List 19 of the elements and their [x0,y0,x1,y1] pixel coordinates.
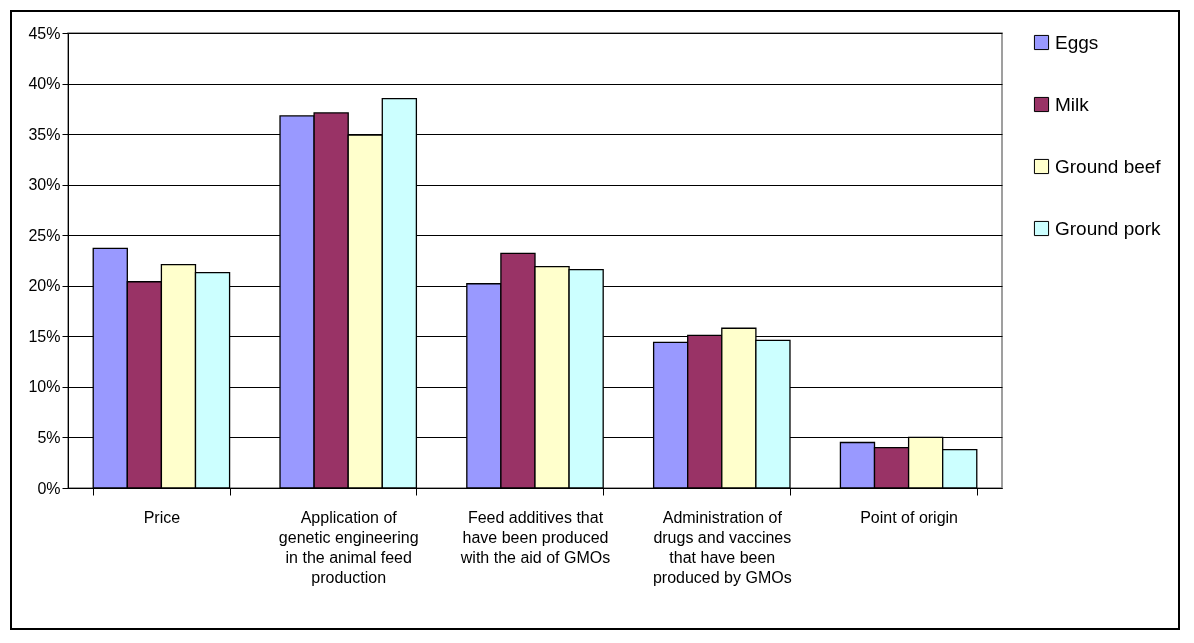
y-tick-label: 45% [28,24,61,42]
y-tick-label: 30% [28,176,61,194]
y-tick-label: 35% [28,125,61,143]
legend-label: Eggs [1055,31,1099,53]
legend-label: Ground beef [1055,155,1162,177]
x-tick-label: Application of genetic engineering in the animal feed production [278,508,419,586]
y-tick-label: 15% [28,327,61,345]
x-tick-label: Price [143,508,181,526]
legend-label: Milk [1055,93,1090,115]
y-tick-label: 20% [28,277,61,295]
y-tick-label: 25% [28,226,61,244]
x-tick-label: Point of origin [860,508,959,526]
y-tick-label: 0% [37,479,61,497]
y-tick-label: 10% [28,378,61,396]
x-tick-label: Feed additives that have been produced with the aid of GMOs [459,508,611,566]
y-tick-label: 5% [37,428,61,446]
legend-label: Ground pork [1055,217,1162,239]
x-tick-label: Administration of drugs and vaccines that have been produced by GMOs [652,508,792,586]
y-tick-label: 40% [28,75,61,93]
